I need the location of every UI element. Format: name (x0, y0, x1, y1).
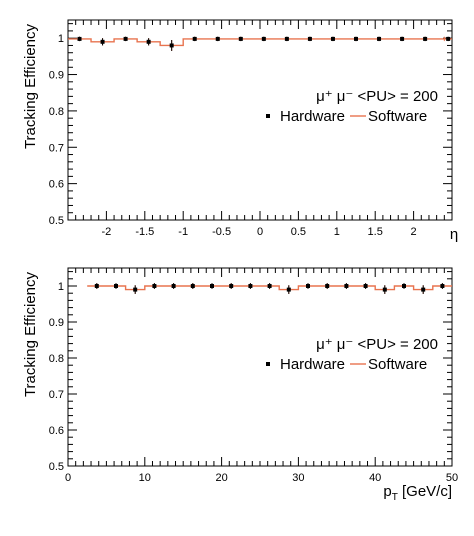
top-x-tick-label: -0.5 (212, 226, 231, 238)
bottom-y-tick-label: 0.8 (49, 353, 64, 365)
bottom-x-tick-label: 10 (139, 472, 151, 484)
top-y-tick-label: 1 (58, 33, 64, 45)
bottom-hardware-point (229, 284, 234, 288)
bottom-y-axis-label: Tracking Efficiency (22, 272, 39, 398)
top-x-tick-label: -1 (178, 226, 188, 238)
bottom-hardware-point (133, 287, 138, 292)
top-hardware-point (400, 36, 405, 41)
bottom-legend: μ⁺ μ⁻ <PU> = 200 Hardware Software (266, 336, 438, 373)
bottom-hardware-point (190, 284, 195, 288)
top-hardware-point (238, 36, 243, 41)
top-panel: 0.5 0.6 0.7 0.8 0.9 1 -2 -1.5 -1 -0.5 0 0.5 1 1.5 2 Tra… (22, 19, 458, 243)
bottom-x-tick-label: 0 (65, 472, 71, 484)
top-hardware-point (354, 36, 358, 41)
bottom-hardware-point (325, 284, 330, 288)
bottom-hardware-point (210, 284, 214, 288)
top-x-tick-label: 1.5 (368, 226, 383, 238)
top-legend-software-label: Software (368, 108, 427, 125)
top-x-tick-label: 0 (257, 226, 263, 238)
bottom-x-tick-label: 50 (446, 472, 458, 484)
top-y-axis-label: Tracking Efficiency (22, 24, 39, 150)
bottom-y-tick-label: 1 (58, 281, 64, 293)
top-hardware-point (330, 36, 335, 41)
bottom-y-tick-label: 0.9 (49, 317, 64, 329)
bottom-y-tick-label: 0.6 (49, 425, 64, 437)
bottom-legend-hardware-label: Hardware (280, 356, 345, 373)
top-x-tick-label: 1 (334, 226, 340, 238)
top-hardware-point (446, 36, 451, 41)
top-x-tick-label: 2 (411, 226, 417, 238)
bottom-y-tick-label: 0.7 (49, 389, 64, 401)
bottom-hardware-point (344, 284, 349, 288)
bottom-hardware-point (363, 284, 368, 288)
bottom-hardware-point (248, 284, 253, 288)
bottom-hardware-point (286, 287, 291, 292)
top-y-tick-label: 0.5 (49, 215, 64, 227)
bottom-hardware-point (152, 284, 157, 288)
top-hardware-point (123, 36, 128, 41)
bottom-hardware-point (382, 287, 387, 292)
top-hardware-point (215, 36, 220, 41)
top-x-axis-label: η (450, 226, 458, 243)
top-hardware-point (100, 39, 105, 44)
top-hardware-point (423, 36, 428, 41)
top-hardware-point (146, 39, 151, 44)
top-hardware-point (77, 36, 82, 41)
bottom-x-tick-label: 40 (369, 472, 381, 484)
top-y-tick-label: 0.7 (49, 142, 64, 154)
bottom-hardware-point (114, 284, 118, 288)
top-y-tick-label: 0.6 (49, 179, 64, 191)
top-legend-hardware-label: Hardware (280, 108, 345, 125)
bottom-y-tick-label: 0.5 (49, 461, 64, 473)
bottom-hardware-point (440, 284, 445, 288)
bottom-hardware-point (267, 284, 272, 288)
top-legend-hardware-marker (266, 114, 270, 118)
bottom-legend-hardware-marker (266, 362, 270, 366)
top-hardware-point (261, 36, 266, 41)
top-hardware-point (284, 36, 289, 41)
bottom-x-axis-label: pT [GeV/c] (383, 483, 452, 503)
bottom-hardware-point (171, 284, 176, 288)
bottom-hardware-point (94, 284, 99, 288)
top-software-histogram (68, 38, 452, 47)
top-x-tick-label: 0.5 (291, 226, 306, 238)
top-hardware-point (169, 43, 174, 48)
top-hardware-point (377, 36, 382, 41)
bottom-x-tick-label: 30 (292, 472, 304, 484)
bottom-hardware-point (306, 284, 310, 288)
top-y-tick-label: 0.8 (49, 106, 64, 118)
bottom-legend-title: μ⁺ μ⁻ <PU> = 200 (316, 336, 438, 353)
top-y-tick-label: 0.9 (49, 70, 64, 82)
bottom-legend-software-label: Software (368, 356, 427, 373)
top-legend: μ⁺ μ⁻ <PU> = 200 Hardware Software (266, 88, 438, 125)
bottom-hardware-point (421, 287, 426, 292)
top-hardware-point (307, 36, 312, 41)
bottom-x-tick-label: 20 (215, 472, 227, 484)
top-legend-title: μ⁺ μ⁻ <PU> = 200 (316, 88, 438, 105)
top-x-tick-label: -1.5 (135, 226, 154, 238)
top-hardware-point (192, 36, 197, 41)
top-x-tick-label: -2 (102, 226, 112, 238)
bottom-hardware-point (402, 284, 406, 288)
